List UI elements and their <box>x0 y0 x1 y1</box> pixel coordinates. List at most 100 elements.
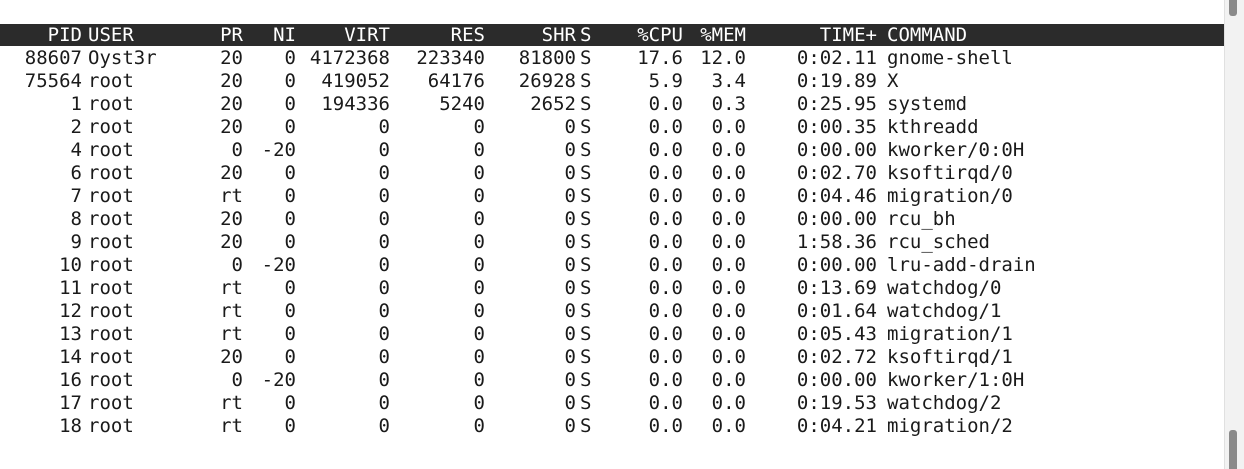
shell-prompt-line[interactable]: [root@centos7 ~]# <box>0 447 257 469</box>
cell-state: S <box>580 323 592 345</box>
cell-command: watchdog/2 <box>887 392 1002 414</box>
cell-shr: 0 <box>564 323 576 345</box>
cell-state: S <box>580 162 592 184</box>
cell-pid: 6 <box>70 162 82 184</box>
cell-cpu: 0.0 <box>648 392 683 414</box>
cell-res: 0 <box>473 392 485 414</box>
cell-state: S <box>580 346 592 368</box>
cell-command: migration/0 <box>887 185 1013 207</box>
cell-pid: 12 <box>59 300 82 322</box>
cell-mem: 3.4 <box>711 70 746 92</box>
cell-time: 0:25.95 <box>796 93 877 115</box>
cell-priority: 20 <box>220 162 243 184</box>
cell-priority: 20 <box>220 346 243 368</box>
cell-command: kthreadd <box>887 116 979 138</box>
cell-pid: 16 <box>59 369 82 391</box>
cell-virt: 0 <box>378 392 390 414</box>
cell-shr: 0 <box>564 392 576 414</box>
cell-state: S <box>580 231 592 253</box>
cell-priority: rt <box>220 392 243 414</box>
cell-virt: 0 <box>378 415 390 437</box>
cell-cpu: 17.6 <box>637 47 683 69</box>
cell-res: 0 <box>473 346 485 368</box>
cell-priority: rt <box>220 300 243 322</box>
process-row: 13 root rt 0 0 0 0 S 0.0 0.0 0:05.43 migration/1 <box>0 323 1224 346</box>
cell-virt: 0 <box>378 116 390 138</box>
cell-user: root <box>88 323 134 345</box>
cell-pid: 88607 <box>24 47 82 69</box>
cell-cpu: 0.0 <box>648 254 683 276</box>
column-header-ni: NI <box>273 24 296 46</box>
column-header-pid: PID <box>47 24 82 46</box>
cell-res: 0 <box>473 323 485 345</box>
cell-shr: 0 <box>564 415 576 437</box>
cell-shr: 0 <box>564 185 576 207</box>
cell-priority: 20 <box>220 93 243 115</box>
column-header-mem: %MEM <box>700 24 746 46</box>
cell-cpu: 0.0 <box>648 277 683 299</box>
cell-virt: 0 <box>378 208 390 230</box>
column-header-time: TIME+ <box>819 24 877 46</box>
cell-priority: 20 <box>220 231 243 253</box>
cell-command: kworker/1:0H <box>887 369 1025 391</box>
cell-pid: 4 <box>70 139 82 161</box>
cell-time: 0:00.00 <box>796 139 877 161</box>
cell-virt: 0 <box>378 185 390 207</box>
cell-nice: 0 <box>284 415 296 437</box>
cell-shr: 0 <box>564 116 576 138</box>
cell-state: S <box>580 392 592 414</box>
column-header-shr: SHR <box>541 24 576 46</box>
cell-nice: 0 <box>284 346 296 368</box>
cell-nice: 0 <box>284 93 296 115</box>
cell-pid: 1 <box>70 93 82 115</box>
cell-pid: 75564 <box>24 70 82 92</box>
cell-pid: 14 <box>59 346 82 368</box>
scrollbar-thumb[interactable] <box>1229 430 1237 469</box>
cell-state: S <box>580 139 592 161</box>
cell-user: root <box>88 208 134 230</box>
process-row: 75564 root 20 0 419052 64176 26928 S 5.9 3.4 0:19.… <box>0 70 1224 93</box>
cell-pid: 13 <box>59 323 82 345</box>
cell-res: 0 <box>473 208 485 230</box>
cell-user: root <box>88 231 134 253</box>
cell-user: root <box>88 70 134 92</box>
process-row: 9 root 20 0 0 0 0 S 0.0 0.0 1:58.36 rcu_sched <box>0 231 1224 254</box>
cell-nice: 0 <box>284 231 296 253</box>
cell-res: 0 <box>473 139 485 161</box>
cell-state: S <box>580 93 592 115</box>
cell-res: 0 <box>473 254 485 276</box>
cell-time: 0:00.00 <box>796 369 877 391</box>
cell-nice: -20 <box>261 139 296 161</box>
cell-cpu: 0.0 <box>648 346 683 368</box>
cell-res: 0 <box>473 231 485 253</box>
cell-shr: 26928 <box>518 70 576 92</box>
cell-user: root <box>88 162 134 184</box>
cell-virt: 0 <box>378 139 390 161</box>
cell-mem: 0.0 <box>711 208 746 230</box>
column-header-command: COMMAND <box>887 24 968 46</box>
cell-time: 0:01.64 <box>796 300 877 322</box>
cell-shr: 0 <box>564 139 576 161</box>
cell-state: S <box>580 415 592 437</box>
cell-user: root <box>88 346 134 368</box>
cell-state: S <box>580 277 592 299</box>
cell-pid: 7 <box>70 185 82 207</box>
process-row: 12 root rt 0 0 0 0 S 0.0 0.0 0:01.64 watchdog/1 <box>0 300 1224 323</box>
cell-pid: 18 <box>59 415 82 437</box>
cell-user: Oyst3r <box>88 47 157 69</box>
cell-user: root <box>88 300 134 322</box>
cell-nice: 0 <box>284 185 296 207</box>
cell-cpu: 0.0 <box>648 185 683 207</box>
cell-user: root <box>88 93 134 115</box>
cell-command: ksoftirqd/1 <box>887 346 1013 368</box>
process-row: 6 root 20 0 0 0 0 S 0.0 0.0 0:02.70 ksoftirqd/0 <box>0 162 1224 185</box>
cell-cpu: 0.0 <box>648 162 683 184</box>
cell-time: 0:13.69 <box>796 277 877 299</box>
process-row: 4 root 0 -20 0 0 0 S 0.0 0.0 0:00.00 kworker/0:0H <box>0 139 1224 162</box>
cell-time: 0:02.11 <box>796 47 877 69</box>
cell-mem: 12.0 <box>700 47 746 69</box>
vertical-scrollbar[interactable] <box>1224 0 1244 469</box>
cell-virt: 419052 <box>321 70 390 92</box>
cell-virt: 0 <box>378 277 390 299</box>
